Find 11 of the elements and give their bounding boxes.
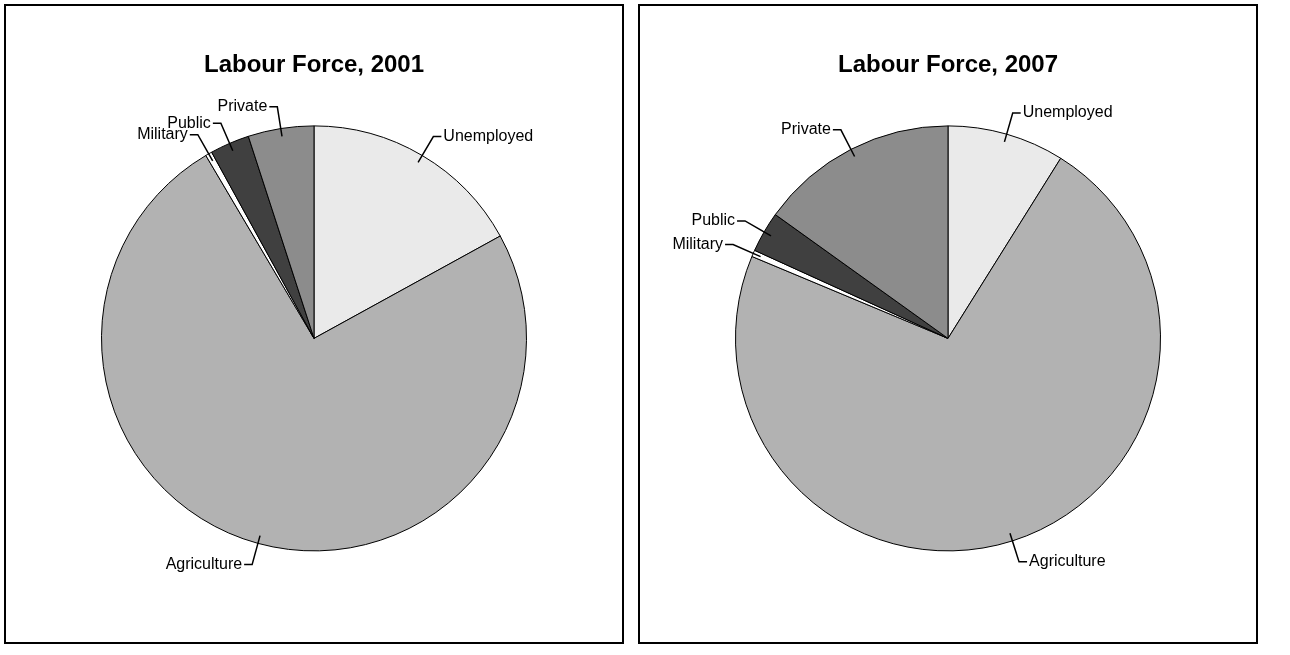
slice-label: Public (167, 113, 211, 131)
slice-label: Public (691, 211, 736, 229)
slice-label: Unemployed (443, 126, 534, 144)
chart-title: Labour Force, 2001 (203, 50, 425, 78)
chart-title: Labour Force, 2007 (837, 50, 1059, 78)
slice-label: Military (672, 235, 724, 252)
slice-label: Agriculture (165, 554, 243, 572)
slice-label: Private (217, 97, 268, 115)
slice-label: Agriculture (1029, 552, 1106, 570)
slice-label: Unemployed (1022, 103, 1113, 121)
slice-label: Private (781, 120, 831, 138)
